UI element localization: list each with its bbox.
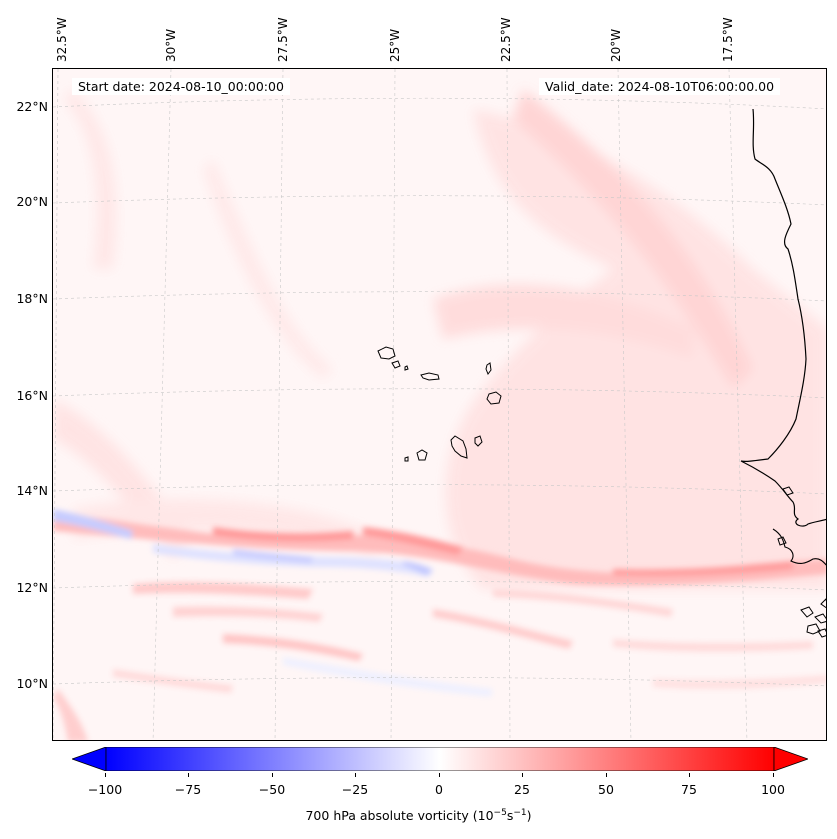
colorbar-tick-label: 50 (598, 782, 614, 797)
map-panel (52, 68, 827, 741)
colorbar-tickmark (439, 773, 440, 777)
colorbar-tick-label: −50 (258, 782, 286, 797)
cape-verde-islands (377, 346, 502, 462)
lat-label-14n: 14°N (16, 483, 48, 498)
lat-label-18n: 18°N (16, 291, 48, 306)
colorbar-tick-label: −25 (341, 782, 369, 797)
colorbar-tickmark (522, 773, 523, 777)
colorbar-tickmark (606, 773, 607, 777)
lon-label-20w: 20°W (609, 28, 623, 62)
lat-label-20n: 20°N (16, 194, 48, 209)
colorbar-tickmark (188, 773, 189, 777)
lat-label-16n: 16°N (16, 388, 48, 403)
colorbar-tickmark (105, 773, 106, 777)
lon-label-27-5w: 27.5°W (276, 17, 290, 62)
lat-label-22n: 22°N (16, 99, 48, 114)
lon-label-32-5w: 32.5°W (55, 17, 69, 62)
start-date-label: Start date: 2024-08-10_00:00:00 (72, 78, 290, 95)
colorbar-tickmark (689, 773, 690, 777)
colorbar-tick-label: −75 (174, 782, 202, 797)
valid-date-label: Valid_date: 2024-08-10T06:00:00.00 (539, 78, 781, 95)
lon-label-30w: 30°W (164, 28, 178, 62)
colorbar (70, 746, 810, 772)
lon-label-22-5w: 22.5°W (499, 17, 513, 62)
colorbar-label: 700 hPa absolute vorticity (10−5s−1) (305, 808, 532, 824)
colorbar-gradient (70, 746, 810, 772)
colorbar-tickmark (355, 773, 356, 777)
colorbar-tick-label: 0 (435, 782, 443, 797)
vorticity-field (53, 69, 826, 740)
lat-label-12n: 12°N (16, 580, 48, 595)
colorbar-tick-label: −100 (87, 782, 123, 797)
colorbar-tickmark (773, 773, 774, 777)
colorbar-tick-label: 25 (514, 782, 530, 797)
colorbar-tick-label: 100 (761, 782, 785, 797)
lat-label-10n: 10°N (16, 676, 48, 691)
african-coastline (740, 108, 826, 527)
lon-label-25w: 25°W (388, 28, 402, 62)
lon-label-17-5w: 17.5°W (721, 17, 735, 62)
colorbar-tick-label: 75 (681, 782, 697, 797)
colorbar-tickmark (272, 773, 273, 777)
